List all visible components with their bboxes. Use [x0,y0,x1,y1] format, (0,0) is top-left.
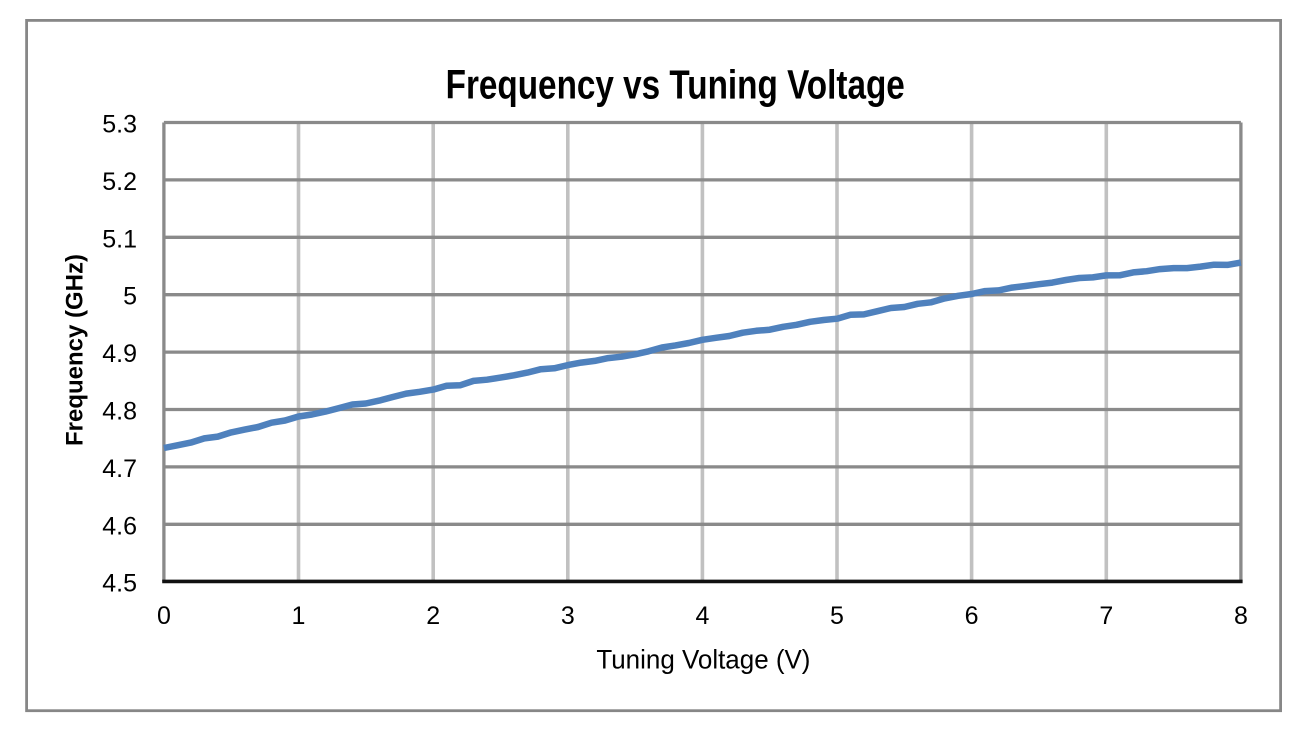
svg-text:Tuning Voltage (V): Tuning Voltage (V) [596,644,810,675]
svg-text:4.9: 4.9 [102,340,137,368]
svg-text:5.1: 5.1 [102,225,137,253]
svg-text:5: 5 [123,283,137,311]
svg-text:3: 3 [561,602,575,630]
svg-text:Frequency vs Tuning Voltage: Frequency vs Tuning Voltage [446,61,905,107]
svg-text:6: 6 [965,602,979,630]
svg-text:5: 5 [830,602,844,630]
svg-text:7: 7 [1099,602,1113,630]
svg-text:4.5: 4.5 [102,570,137,598]
svg-text:1: 1 [292,602,306,630]
svg-text:4.8: 4.8 [102,398,137,426]
svg-text:8: 8 [1234,602,1248,630]
svg-text:4.7: 4.7 [102,455,137,483]
svg-text:0: 0 [157,602,171,630]
svg-text:5.3: 5.3 [102,111,137,139]
svg-text:4: 4 [695,602,709,630]
svg-text:4.6: 4.6 [102,512,137,540]
svg-text:5.2: 5.2 [102,168,137,196]
svg-text:Frequency (GHz): Frequency (GHz) [62,254,89,446]
svg-text:2: 2 [426,602,440,630]
